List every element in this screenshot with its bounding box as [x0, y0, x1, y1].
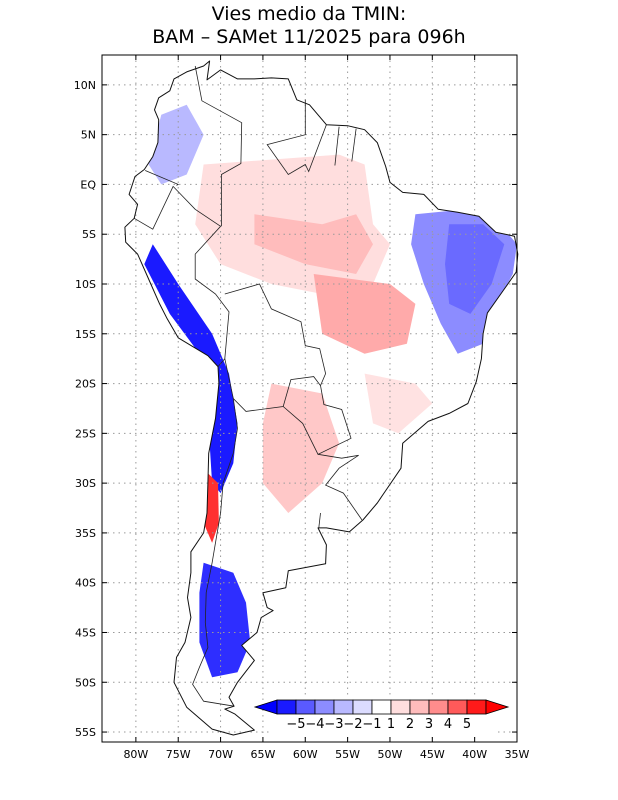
- title-line-1: Vies medio da TMIN:: [212, 3, 407, 25]
- border-segment-5: [133, 185, 221, 230]
- colorbar-legend: −5 −4 −3 −2 −1 1 2 3 4 5: [253, 696, 510, 734]
- colorbar-arrow-max: [485, 699, 510, 715]
- axis-ticks: 80W 75W 70W 65W 60W 55W 50W 45W 40W 35W 10N 5N EQ 5S 1…: [74, 55, 530, 761]
- y-tick-label: 25S: [75, 427, 96, 440]
- colorbar-label: −2: [343, 717, 362, 732]
- y-tick-label: 5S: [82, 228, 96, 241]
- border-segment-1: [266, 99, 327, 176]
- bias-region-southeast-brazil-warm: [364, 373, 433, 434]
- bias-field: [124, 61, 518, 735]
- colorbar-swatch: [314, 699, 335, 715]
- x-tick-label: 55W: [335, 748, 360, 761]
- y-tick-label: 5N: [81, 129, 96, 142]
- colorbar-swatch: [371, 699, 392, 715]
- colorbar-label: 4: [444, 717, 452, 732]
- colorbar-swatch: [333, 699, 354, 715]
- y-tick-label: 40S: [75, 577, 96, 590]
- y-tick-label: 30S: [75, 477, 96, 490]
- border-segment-13: [318, 512, 321, 528]
- colorbar-swatch: [276, 699, 297, 715]
- border-segment-3: [351, 128, 357, 162]
- border-segment-0: [194, 65, 243, 227]
- colorbar-swatch: [409, 699, 430, 715]
- x-tick-label: 75W: [166, 748, 191, 761]
- bias-region-andes-cold: [144, 244, 238, 494]
- x-tick-label: 35W: [505, 748, 530, 761]
- colorbar-arrow-min: [253, 699, 278, 715]
- bias-region-chaco-warm: [262, 383, 340, 513]
- colorbar-label: 1: [387, 717, 395, 732]
- x-tick-label: 60W: [293, 748, 318, 761]
- border-segment-4: [145, 170, 180, 186]
- y-tick-label: 10S: [75, 278, 96, 291]
- colorbar-swatch: [428, 699, 449, 715]
- colorbar-label: −5: [286, 717, 305, 732]
- south-america-coastline: [124, 60, 519, 736]
- border-segment-12: [317, 453, 359, 459]
- x-tick-label: 80W: [123, 748, 148, 761]
- y-tick-label: 15S: [75, 328, 96, 341]
- x-tick-label: 70W: [208, 748, 233, 761]
- colorbar-swatch: [390, 699, 411, 715]
- colorbar-swatch: [352, 699, 373, 715]
- y-tick-label: 45S: [75, 626, 96, 639]
- bias-region-colombia-cold: [148, 104, 204, 185]
- bias-region-patagonia-cold: [199, 562, 251, 678]
- y-tick-label: 50S: [75, 676, 96, 689]
- border-segment-2: [334, 126, 340, 166]
- colorbar-label: 5: [463, 717, 471, 732]
- border-segment-10: [192, 398, 238, 707]
- x-tick-label: 45W: [420, 748, 445, 761]
- y-tick-label: EQ: [80, 178, 96, 191]
- colorbar-label: −1: [362, 717, 381, 732]
- colorbar-label: 2: [406, 717, 414, 732]
- bias-region-northeast-deep-cold: [445, 224, 505, 314]
- x-tick-label: 40W: [462, 748, 487, 761]
- colorbar-swatch: [466, 699, 487, 715]
- map-frame: [101, 54, 518, 743]
- y-tick-label: 10N: [74, 79, 96, 92]
- country-borders: [133, 65, 363, 707]
- bias-region-central-brazil-warm: [254, 214, 373, 274]
- y-tick-label: 55S: [75, 726, 96, 739]
- border-segment-11: [324, 454, 363, 521]
- x-tick-label: 50W: [378, 748, 403, 761]
- x-tick-label: 65W: [250, 748, 275, 761]
- y-tick-label: 20S: [75, 378, 96, 391]
- colorbar-label: −3: [324, 717, 343, 732]
- border-segment-7: [224, 283, 327, 386]
- border-segment-9: [282, 385, 352, 455]
- title-line-2: BAM – SAMet 11/2025 para 096h: [152, 26, 465, 48]
- y-tick-label: 35S: [75, 527, 96, 540]
- colorbar-label: −4: [305, 717, 324, 732]
- colorbar-swatch: [295, 699, 316, 715]
- colorbar-label: 3: [425, 717, 433, 732]
- colorbar-swatch: [447, 699, 468, 715]
